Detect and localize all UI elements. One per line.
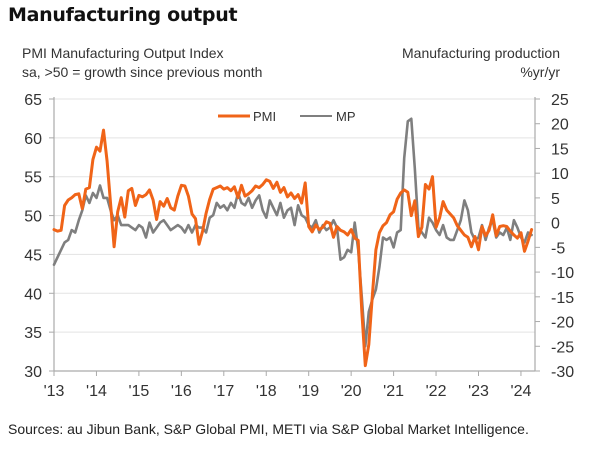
x-axis-tick-label: '13: [44, 383, 65, 400]
source-note: Sources: au Jibun Bank, S&P Global PMI, …: [8, 421, 529, 437]
left-axis-tick-label: 30: [24, 364, 42, 381]
right-axis-tick-label: 10: [551, 166, 569, 183]
x-axis-tick-label: '22: [426, 383, 447, 400]
right-axis-tick-label: -10: [551, 265, 574, 282]
right-axis-title: Manufacturing production: [402, 45, 560, 61]
right-axis-tick-label: -15: [551, 290, 574, 307]
x-axis-tick-label: '15: [128, 383, 149, 400]
left-axis-tick-label: 55: [24, 170, 42, 187]
left-axis-tick-label: 35: [24, 325, 42, 342]
x-axis-tick-label: '17: [213, 383, 234, 400]
left-axis-tick-label: 40: [24, 286, 42, 303]
right-axis-tick-label: -30: [551, 364, 574, 381]
right-axis-tick-label: 15: [551, 141, 569, 158]
x-axis-tick-label: '18: [256, 383, 277, 400]
right-axis-tick-label: -20: [551, 315, 574, 332]
legend-pmi-label: PMI: [253, 109, 276, 124]
right-axis-tick-label: -5: [551, 240, 565, 257]
right-axis-tick-label: 20: [551, 117, 569, 134]
x-axis-tick-label: '23: [468, 383, 489, 400]
series-lines: [52, 117, 534, 368]
series-line-mp: [52, 117, 533, 348]
axes: 30 35 40 45 50 55 60 65 -30 -25 -20 -15 -10 -5 0 5 10 15 2…: [24, 92, 574, 400]
x-axis-tick-label: '24: [511, 383, 532, 400]
x-axis-tick-label: '20: [341, 383, 362, 400]
x-axis-tick-label: '16: [171, 383, 192, 400]
legend: PMI MP: [218, 109, 356, 124]
left-axis-tick-label: 60: [24, 131, 42, 148]
left-axis-tick-label: 65: [24, 92, 42, 109]
legend-mp-label: MP: [336, 109, 356, 124]
left-axis-title: PMI Manufacturing Output Index: [22, 45, 224, 61]
left-axis-tick-label: 45: [24, 247, 42, 264]
x-axis-tick-label: '19: [298, 383, 319, 400]
right-axis-tick-label: 0: [551, 216, 560, 233]
right-axis-subtitle: %yr/yr: [520, 64, 560, 80]
right-axis-tick-label: 5: [551, 191, 560, 208]
chart-title: Manufacturing output: [8, 4, 238, 26]
x-axis-tick-label: '14: [86, 383, 107, 400]
x-axis-tick-label: '21: [383, 383, 404, 400]
gridlines: [54, 98, 535, 333]
series-line-pmi: [52, 128, 534, 368]
left-axis-tick-label: 50: [24, 209, 42, 226]
right-axis-tick-label: 25: [551, 92, 569, 109]
left-axis-subtitle: sa, >50 = growth since previous month: [22, 64, 263, 80]
right-axis-tick-label: -25: [551, 339, 574, 356]
